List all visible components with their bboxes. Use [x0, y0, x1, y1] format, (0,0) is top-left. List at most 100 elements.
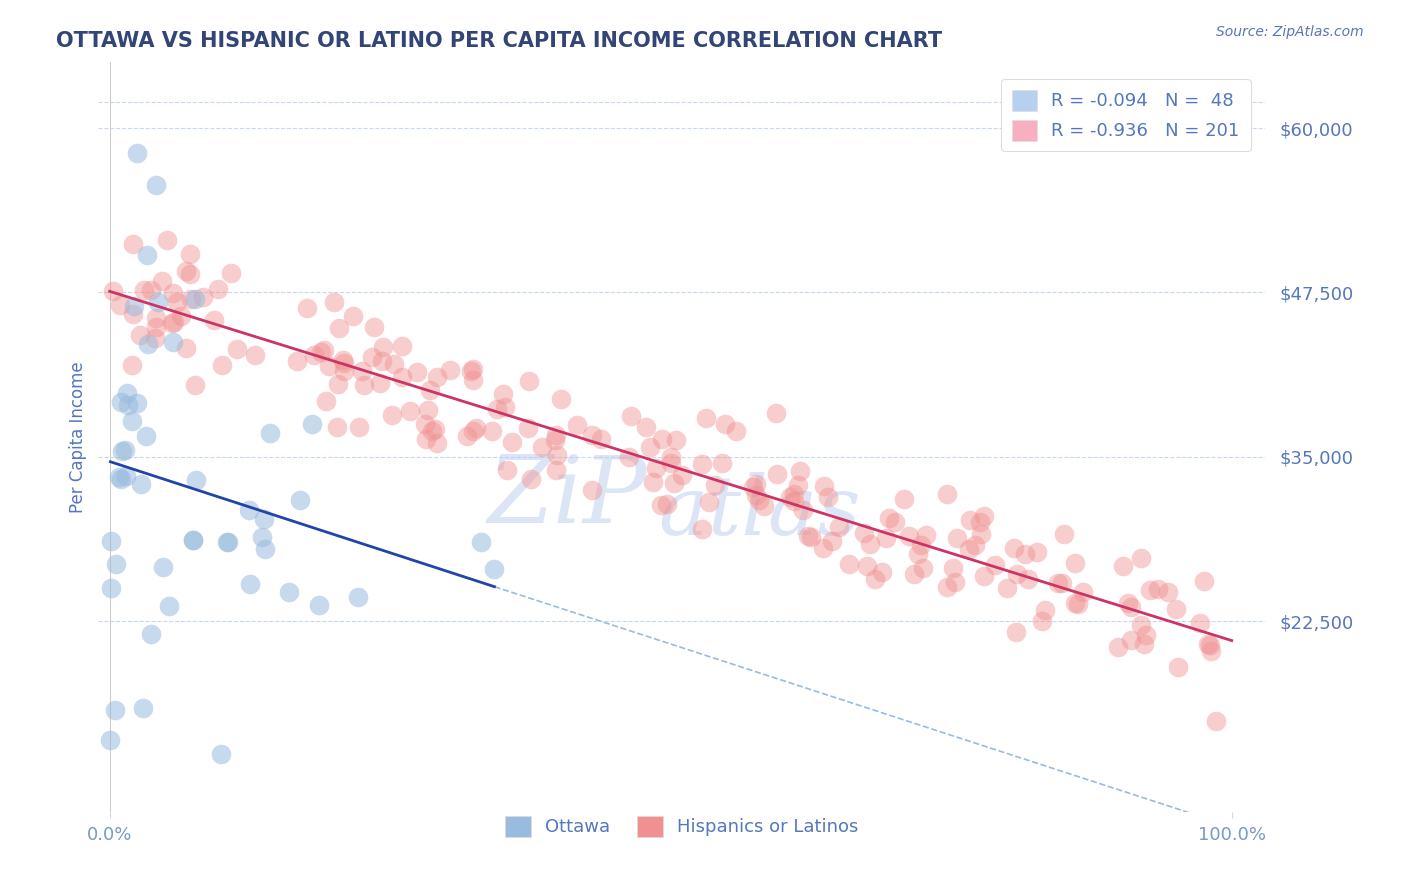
Point: [122, 299, 145, 313]
Point: [973, 508, 995, 523]
Point: [492, 387, 515, 401]
Point: [1139, 583, 1161, 598]
Point: [163, 315, 186, 329]
Point: [166, 295, 188, 310]
Point: [100, 581, 122, 595]
Point: [180, 292, 202, 306]
Point: [969, 515, 991, 529]
Point: [381, 408, 404, 422]
Point: [641, 475, 664, 489]
Point: [638, 440, 661, 454]
Point: [179, 247, 201, 261]
Point: [259, 425, 281, 440]
Y-axis label: Per Capita Income: Per Capita Income: [69, 361, 87, 513]
Point: [703, 478, 725, 492]
Point: [226, 342, 249, 356]
Point: [174, 341, 197, 355]
Point: [207, 282, 229, 296]
Point: [650, 498, 672, 512]
Point: [252, 530, 274, 544]
Point: [893, 492, 915, 507]
Point: [398, 403, 420, 417]
Point: [238, 503, 260, 517]
Point: [811, 541, 834, 555]
Point: [145, 320, 167, 334]
Point: [465, 421, 488, 435]
Point: [132, 700, 155, 714]
Point: [789, 465, 811, 479]
Point: [391, 339, 413, 353]
Point: [315, 394, 337, 409]
Point: [461, 373, 484, 387]
Point: [121, 358, 143, 372]
Point: [278, 584, 301, 599]
Point: [1112, 558, 1135, 573]
Point: [800, 530, 823, 544]
Point: [877, 511, 900, 525]
Point: [665, 433, 688, 447]
Point: [501, 435, 523, 450]
Point: [1192, 574, 1215, 588]
Point: [211, 358, 233, 372]
Point: [813, 479, 835, 493]
Point: [141, 627, 163, 641]
Point: [439, 363, 461, 377]
Point: [184, 473, 207, 487]
Point: [141, 283, 163, 297]
Point: [100, 533, 122, 548]
Point: [907, 547, 929, 561]
Point: [1031, 614, 1053, 628]
Point: [946, 531, 969, 545]
Point: [104, 557, 127, 571]
Point: [494, 401, 516, 415]
Point: [817, 491, 839, 505]
Point: [219, 266, 242, 280]
Point: [162, 285, 184, 300]
Point: [936, 580, 959, 594]
Point: [495, 462, 517, 476]
Point: [963, 538, 986, 552]
Point: [484, 562, 506, 576]
Point: [104, 703, 127, 717]
Point: [1053, 527, 1076, 541]
Point: [332, 364, 354, 378]
Point: [302, 348, 325, 362]
Point: [174, 264, 197, 278]
Point: [1146, 582, 1168, 597]
Point: [425, 435, 447, 450]
Point: [347, 419, 370, 434]
Point: [581, 483, 603, 497]
Point: [110, 472, 132, 486]
Point: [485, 401, 508, 416]
Point: [875, 531, 897, 545]
Point: [1066, 598, 1088, 612]
Point: [111, 443, 134, 458]
Point: [856, 559, 879, 574]
Point: [651, 432, 673, 446]
Point: [179, 267, 201, 281]
Point: [342, 310, 364, 324]
Legend: Ottawa, Hispanics or Latinos: Ottawa, Hispanics or Latinos: [498, 809, 866, 844]
Point: [1167, 659, 1189, 673]
Point: [745, 477, 768, 491]
Point: [184, 292, 207, 306]
Point: [301, 417, 323, 431]
Point: [419, 383, 441, 397]
Point: [115, 469, 138, 483]
Point: [1156, 585, 1178, 599]
Point: [135, 429, 157, 443]
Point: [617, 450, 640, 465]
Point: [382, 357, 405, 371]
Point: [942, 561, 965, 575]
Point: [853, 526, 876, 541]
Point: [634, 420, 657, 434]
Point: [157, 599, 180, 613]
Point: [661, 456, 683, 470]
Point: [783, 494, 806, 508]
Point: [725, 424, 748, 438]
Point: [828, 520, 851, 534]
Point: [970, 527, 993, 541]
Point: [787, 477, 810, 491]
Point: [100, 733, 122, 747]
Text: atlas: atlas: [658, 472, 860, 552]
